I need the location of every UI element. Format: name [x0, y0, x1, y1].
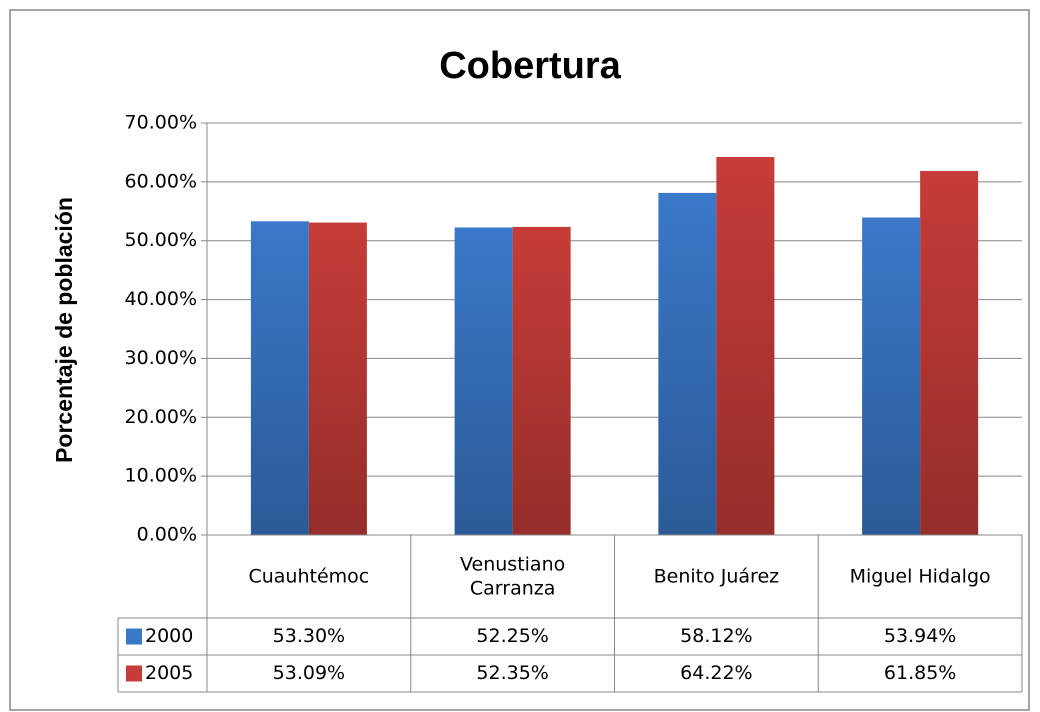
table-value: 53.09%	[273, 662, 345, 684]
y-tick-label: 30.00%	[125, 347, 197, 369]
y-tick-label: 20.00%	[125, 406, 197, 428]
legend-label: 2000	[145, 625, 193, 647]
x-tick-label: Venustiano Carranza	[460, 553, 565, 599]
bar-shade	[716, 157, 775, 536]
bar-shade	[454, 227, 513, 535]
x-tick-label: Benito Juárez	[654, 565, 780, 587]
bar-shade	[250, 221, 309, 535]
y-tick-label: 60.00%	[125, 170, 197, 192]
x-tick-label: Cuauhtémoc	[248, 565, 369, 587]
y-axis-label: Porcentaje de población	[51, 197, 77, 463]
legend-label: 2005	[145, 662, 193, 684]
y-tick-label: 70.00%	[125, 112, 197, 134]
chart-title: Cobertura	[439, 45, 621, 87]
table-value: 53.94%	[884, 625, 956, 647]
table-value: 52.25%	[476, 625, 548, 647]
legend-key	[126, 665, 142, 682]
y-tick-label: 50.00%	[125, 229, 197, 251]
bar-shade	[658, 192, 717, 535]
table-value: 58.12%	[680, 625, 752, 647]
legend-key	[126, 628, 142, 645]
bar-shade	[308, 222, 367, 535]
table-value: 53.30%	[273, 625, 345, 647]
y-tick-label: 40.00%	[125, 288, 197, 310]
bar-shade	[512, 226, 571, 535]
bar-shade	[920, 170, 979, 535]
x-tick-label: Miguel Hidalgo	[850, 565, 991, 587]
bar-shade	[862, 217, 921, 535]
table-value: 64.22%	[680, 662, 752, 684]
table-value: 52.35%	[476, 662, 548, 684]
table-value: 61.85%	[884, 662, 956, 684]
y-tick-label: 0.00%	[137, 524, 197, 546]
y-tick-label: 10.00%	[125, 465, 197, 487]
